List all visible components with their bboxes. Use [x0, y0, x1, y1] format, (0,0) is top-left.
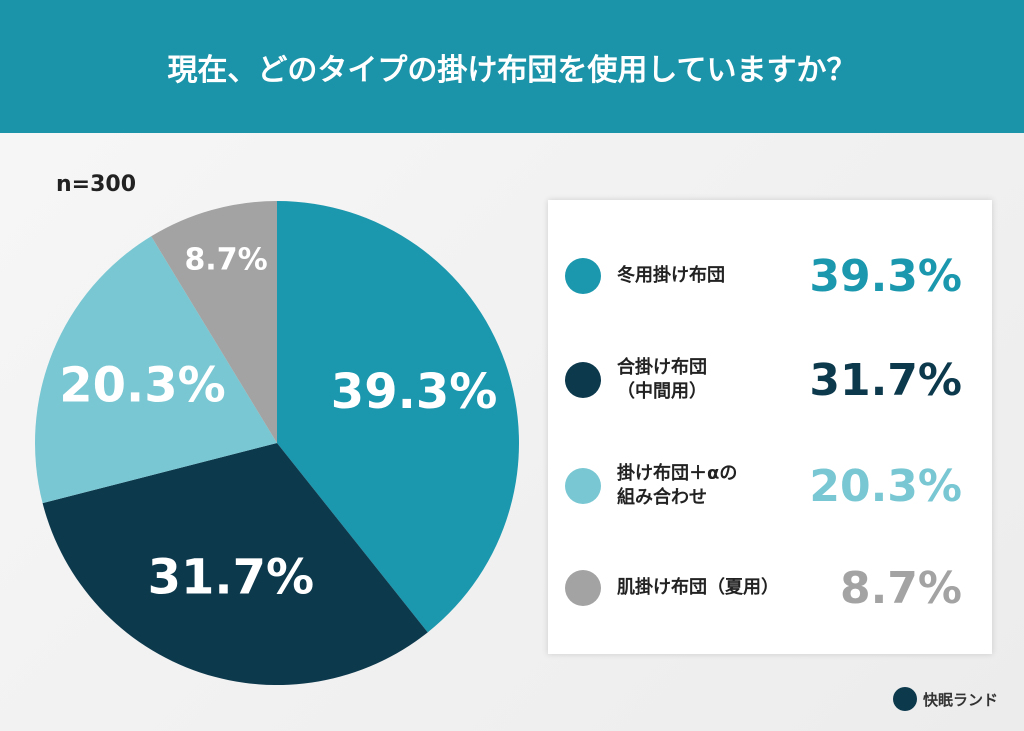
legend-swatch [565, 362, 601, 398]
legend-label: 肌掛け布団（夏用） [617, 576, 779, 598]
pie-slice [151, 201, 277, 443]
legend-item: 肌掛け布団（夏用） 8.7% [548, 548, 992, 628]
legend-label: 掛け布団＋αの 組み合わせ [617, 462, 738, 508]
legend-value: 8.7% [839, 562, 962, 614]
subtitle: n=300 [56, 172, 137, 197]
pie-chart: 39.3% 31.7% 20.3% 8.7% [34, 201, 519, 685]
legend-value: 39.3% [809, 250, 962, 302]
legend-swatch [565, 468, 601, 504]
slice-label: 20.3% [59, 357, 226, 413]
slice-label: 31.7% [148, 550, 315, 606]
legend: 冬用掛け布団 39.3% 合掛け布団 （中間用） 31.7% 掛け布団＋αの 組み合わせ… [548, 200, 992, 654]
legend-label: 冬用掛け布団 [617, 264, 725, 286]
logo [892, 687, 917, 711]
legend-swatch [565, 258, 601, 294]
legend-item: 冬用掛け布団 39.3% [548, 236, 992, 316]
legend-value: 20.3% [809, 460, 962, 512]
legend-label: 合掛け布団 （中間用） [617, 356, 707, 402]
legend-item: 掛け布団＋αの 組み合わせ 20.3% [548, 446, 992, 526]
pie-slice [34, 236, 277, 504]
pie-slice [42, 443, 428, 685]
slice-label: 8.7% [184, 243, 267, 278]
brand-name: 快眠ランド [922, 690, 998, 709]
legend-value: 31.7% [809, 354, 962, 406]
brand: 快眠ランド [892, 687, 998, 711]
pie-slice [277, 201, 519, 633]
legend-item: 合掛け布団 （中間用） 31.7% [548, 340, 992, 420]
slice-label: 39.3% [331, 364, 498, 420]
legend-swatch [565, 570, 601, 606]
title: 現在、どのタイプの掛け布団を使用していますか？ [0, 0, 1024, 133]
